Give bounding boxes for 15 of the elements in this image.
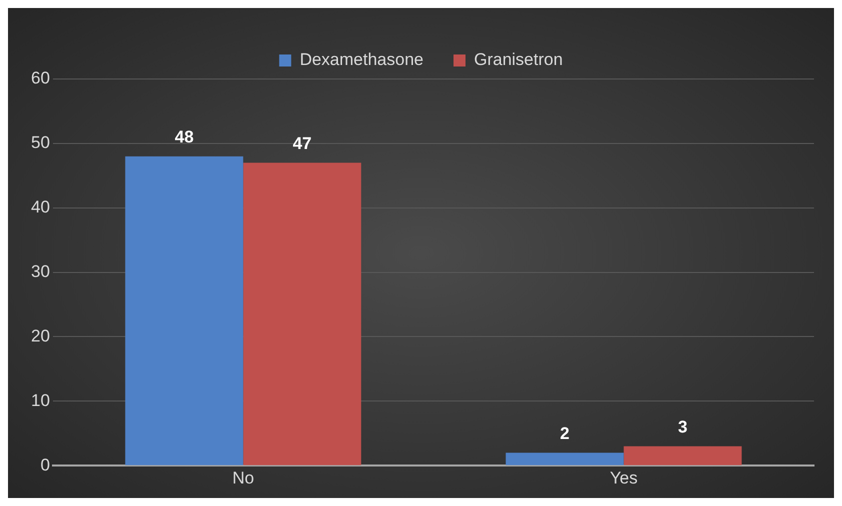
data-label: 2 <box>560 424 570 443</box>
y-tick-label: 0 <box>40 455 50 474</box>
x-tick-label: No <box>232 468 254 488</box>
x-tick-label: Yes <box>610 468 638 488</box>
data-label: 48 <box>174 128 194 147</box>
y-tick-label: 40 <box>30 198 50 217</box>
y-tick-label: 50 <box>30 133 50 152</box>
y-tick-label: 30 <box>30 262 50 281</box>
data-label: 3 <box>678 417 688 436</box>
y-tick-label: 20 <box>30 326 50 346</box>
data-label: 47 <box>292 134 312 153</box>
y-tick-label: 60 <box>30 68 50 88</box>
legend-label: Granisetron <box>474 50 563 70</box>
y-tick-label: 10 <box>30 390 50 410</box>
legend-label: Dexamethasone <box>300 50 424 70</box>
